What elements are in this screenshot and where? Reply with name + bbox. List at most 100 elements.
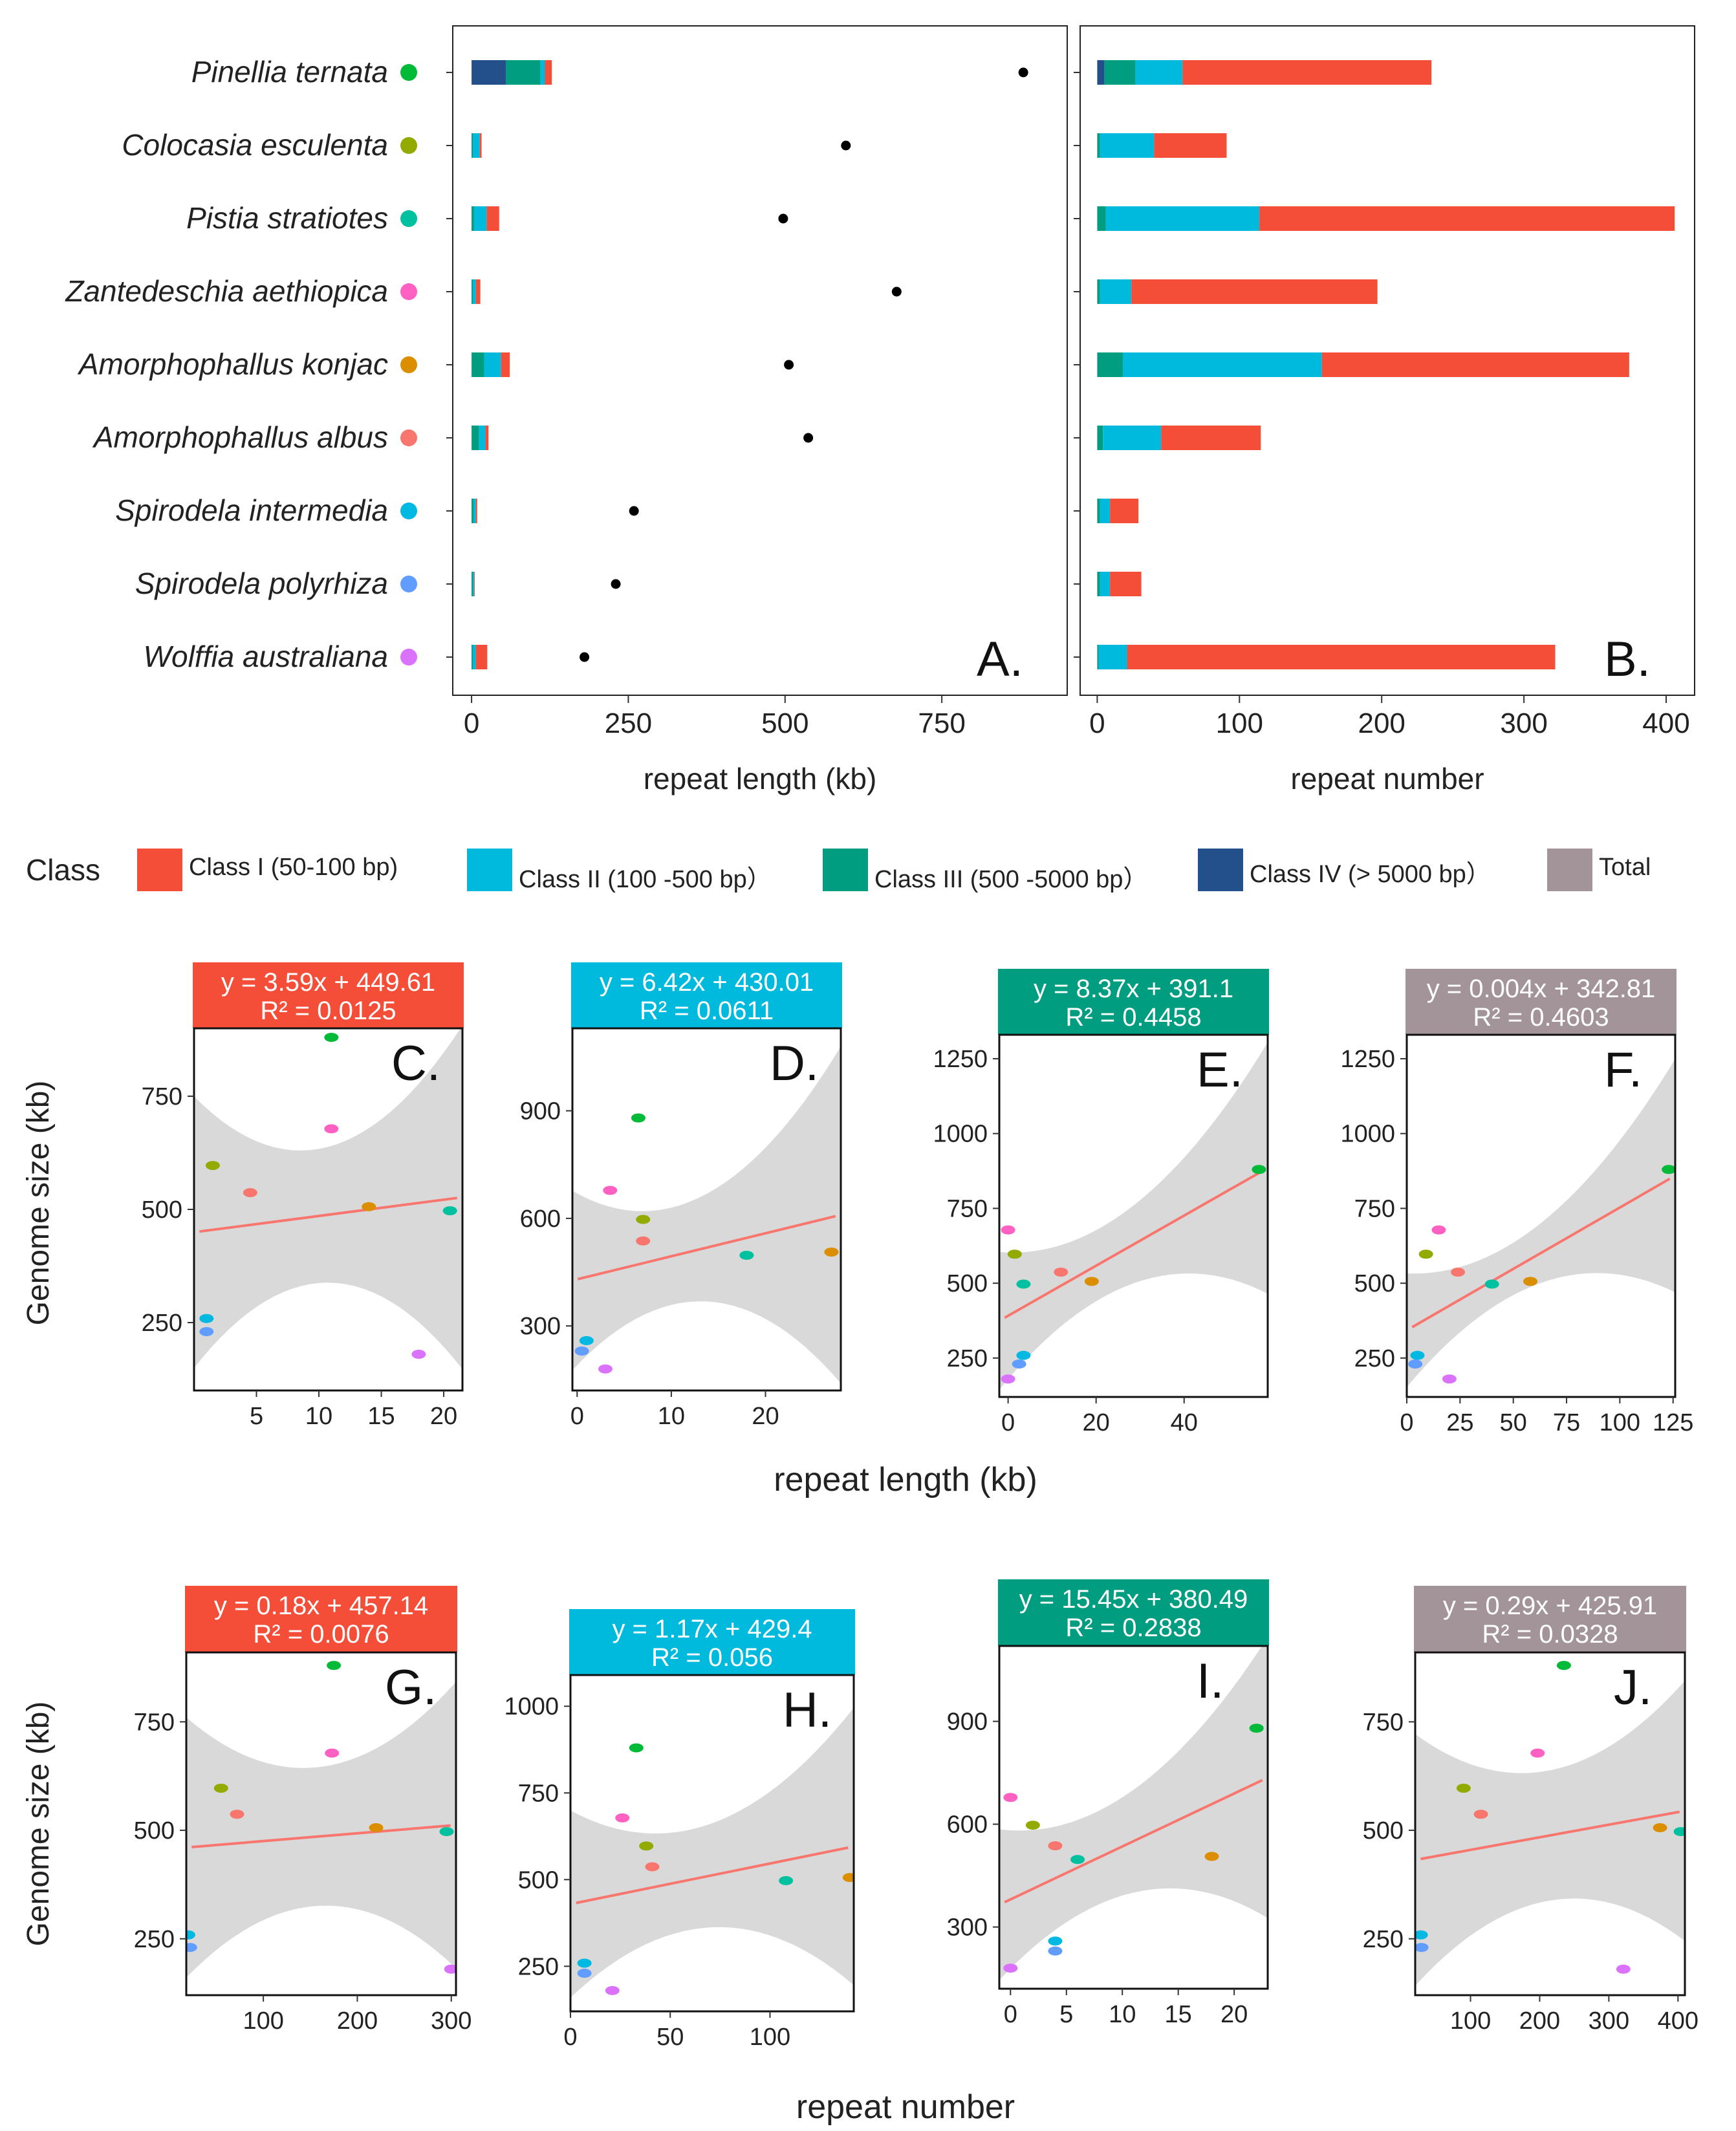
y-tick-label: 1000: [933, 1121, 988, 1148]
equation-header: [571, 962, 842, 1028]
genome-size-point: [778, 213, 788, 224]
data-point: [1048, 1946, 1063, 1956]
data-point: [577, 1958, 592, 1968]
data-point: [1616, 1964, 1631, 1974]
confidence-ribbon: [186, 1682, 456, 1978]
regression-line: [1004, 1779, 1263, 1904]
bar-segment: [1100, 572, 1111, 596]
x-tick-label: 300: [431, 2007, 472, 2035]
x-tick-label: 400: [1642, 708, 1689, 739]
bar-segment: [1097, 426, 1103, 450]
x-tick-label: 20: [752, 1403, 779, 1430]
confidence-ribbon: [570, 1707, 854, 1998]
data-point: [439, 1827, 454, 1837]
bar-segment: [1097, 60, 1105, 85]
x-tick-label: 250: [605, 708, 652, 739]
regression-line: [577, 1215, 836, 1281]
data-point: [1007, 1249, 1022, 1259]
data-point: [1204, 1852, 1219, 1861]
genome-size-axis-label-row2: Genome size (kb): [21, 1702, 56, 1947]
x-tick-label: 10: [305, 1403, 332, 1430]
y-tick-label: 500: [1363, 1817, 1404, 1844]
r-squared: R² = 0.0076: [253, 1620, 389, 1649]
data-point: [739, 1250, 754, 1260]
data-point: [324, 1033, 339, 1042]
data-point: [645, 1862, 660, 1872]
y-tick-label: 250: [518, 1953, 559, 1980]
regression-equation: y = 0.004x + 342.81: [1427, 975, 1656, 1003]
data-point: [1523, 1277, 1538, 1286]
panel-letter: C.: [391, 1036, 440, 1091]
x-tick-label: 0: [464, 708, 479, 739]
r-squared: R² = 0.0611: [640, 997, 774, 1025]
bar-segment: [1161, 426, 1261, 450]
bar-segment: [472, 352, 484, 377]
x-tick-label: 300: [1500, 708, 1547, 739]
bar-segment: [1259, 206, 1675, 231]
confidence-ribbon: [1407, 1059, 1675, 1387]
data-point: [1530, 1748, 1545, 1758]
y-tick-label: 500: [1354, 1270, 1395, 1297]
genome-size-point: [611, 579, 621, 589]
species-label: Amorphophallus albus: [92, 420, 388, 454]
species-label: Colocasia esculenta: [122, 128, 388, 162]
bar-segment: [486, 206, 499, 231]
data-point: [636, 1215, 651, 1224]
bar-segment: [1127, 645, 1556, 669]
confidence-ribbon: [1415, 1680, 1685, 1986]
x-tick-label: 20: [1221, 2001, 1248, 2028]
plot-frame: [1405, 1033, 1676, 1398]
plot-area: [1407, 1059, 1675, 1387]
y-tick-label: 900: [520, 1098, 561, 1125]
confidence-ribbon: [572, 1046, 841, 1383]
y-tick-label: 600: [947, 1812, 988, 1839]
species-dot: [400, 283, 417, 300]
bar-segment: [1097, 499, 1100, 523]
bar-segment: [472, 426, 479, 450]
y-tick-label: 250: [1363, 1926, 1404, 1953]
panel-A: 0 250 500 750 repeat length (kb) A.: [446, 25, 1068, 795]
species-dot: [400, 576, 417, 592]
data-point: [1252, 1165, 1266, 1174]
species-dot: [400, 64, 417, 81]
species-dot: [400, 210, 417, 227]
bar-segment: [1097, 572, 1100, 596]
bar-segment: [485, 426, 489, 450]
confidence-ribbon: [999, 1646, 1268, 1980]
bar-segment: [472, 133, 473, 158]
data-point: [1003, 1963, 1018, 1973]
data-point: [1084, 1277, 1099, 1286]
data-point: [574, 1347, 589, 1356]
plot-frame: [998, 1645, 1269, 1990]
x-tick-label: 100: [1450, 2007, 1491, 2035]
bar-segment: [1100, 499, 1111, 523]
plot-area: [999, 1646, 1268, 1980]
x-tick-label: 0: [1001, 1409, 1015, 1436]
x-tick-label: 200: [1358, 708, 1405, 739]
legend-title: Class: [26, 853, 101, 887]
y-tick-label: 750: [947, 1195, 988, 1222]
bar-segment: [1182, 60, 1432, 85]
bar-segment: [1097, 133, 1100, 158]
equation-header: [569, 1609, 855, 1675]
y-tick-label: 750: [518, 1780, 559, 1807]
y-tick-label: 750: [1354, 1195, 1395, 1222]
row1-x-axis-label: repeat length (kb): [774, 1461, 1037, 1498]
bar-segment: [472, 572, 473, 596]
bar-segment: [1100, 133, 1155, 158]
r-squared: R² = 0.2838: [1065, 1614, 1201, 1642]
data-point: [639, 1841, 654, 1851]
y-tick-label: 300: [947, 1914, 988, 1942]
x-tick-label: 0: [1089, 708, 1105, 739]
data-point: [1070, 1855, 1085, 1865]
x-tick-label: 750: [918, 708, 965, 739]
data-point: [1456, 1783, 1471, 1793]
regression-equation: y = 8.37x + 391.1: [1034, 975, 1233, 1003]
x-tick-label: 10: [1109, 2001, 1136, 2028]
genome-size-point: [803, 433, 814, 443]
equation-header: [185, 1586, 457, 1652]
data-point: [1054, 1268, 1069, 1277]
panel-E: y = 8.37x + 391.1R² = 0.4458 0 20 40 250 500 7…: [933, 969, 1269, 1436]
regression-line: [1004, 1169, 1263, 1319]
